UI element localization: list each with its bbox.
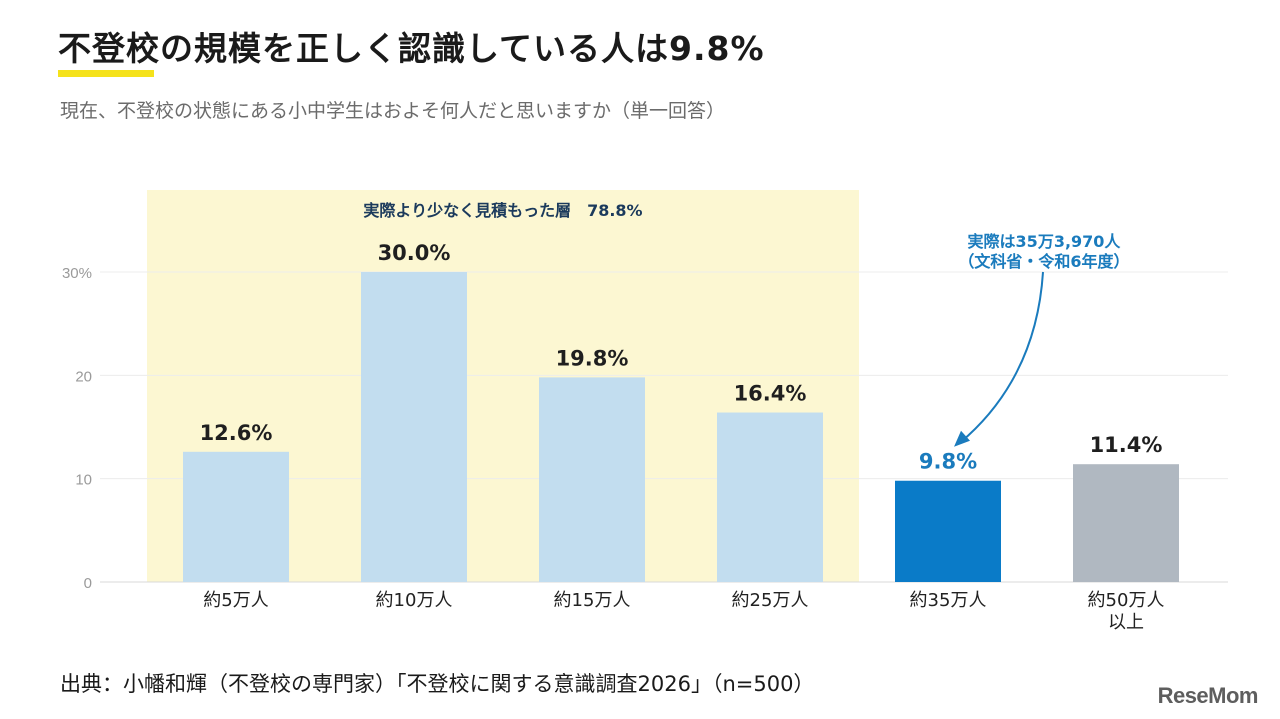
annotation-arrowhead: [954, 430, 970, 447]
data-label: 16.4%: [734, 382, 807, 406]
x-tick-label: 約15万人: [554, 590, 631, 611]
data-label: 30.0%: [378, 241, 451, 265]
bar: [361, 272, 467, 582]
data-label: 9.8%: [919, 450, 977, 474]
y-tick-label: 0: [84, 575, 92, 592]
data-label: 11.4%: [1090, 433, 1163, 457]
source-note: 出典：小幡和輝（不登校の専門家）「不登校に関する意識調査2026」（n=500）: [60, 672, 815, 696]
page-subtitle: 現在、不登校の状態にある小中学生はおよそ何人だと思いますか（単一回答）: [60, 100, 726, 122]
data-label: 12.6%: [200, 421, 273, 445]
bar: [717, 412, 823, 582]
annotation-arrow: [959, 271, 1044, 444]
y-tick-label: 20: [75, 368, 92, 385]
band-label: 実際より少なく見積もった層 78.8%: [363, 201, 642, 220]
bar: [1073, 464, 1179, 582]
y-tick-label: 30%: [62, 265, 92, 282]
bar: [895, 480, 1001, 582]
x-tick-label: 約35万人: [910, 590, 987, 611]
annotation-text: （文科省・令和6年度）: [958, 252, 1129, 271]
data-label: 19.8%: [556, 346, 629, 370]
annotation-text: 実際は35万3,970人: [968, 232, 1122, 251]
x-tick-label: 約5万人: [203, 590, 268, 611]
bar: [539, 377, 645, 582]
resemom-logo: ReseMom: [1157, 683, 1259, 708]
x-tick-label: 約50万人: [1088, 590, 1165, 611]
y-tick-label: 10: [75, 472, 92, 489]
x-tick-label: 約25万人: [732, 590, 809, 611]
x-tick-label: 以上: [1108, 612, 1144, 633]
title-underline: [58, 70, 154, 77]
bar: [183, 451, 289, 582]
x-tick-label: 約10万人: [376, 590, 453, 611]
page-title: 不登校の規模を正しく認識している人は9.8%: [58, 29, 765, 68]
